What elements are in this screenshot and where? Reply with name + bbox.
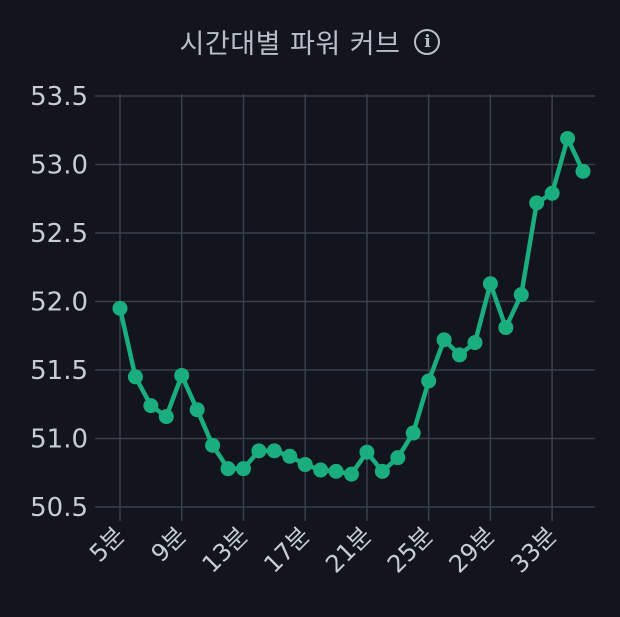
data-point[interactable] bbox=[575, 163, 591, 179]
data-point[interactable] bbox=[158, 409, 174, 425]
data-point[interactable] bbox=[251, 443, 267, 459]
y-tick-label: 50.5 bbox=[30, 493, 88, 523]
y-tick-label: 51.5 bbox=[30, 356, 88, 386]
data-point[interactable] bbox=[328, 463, 344, 479]
data-point[interactable] bbox=[112, 300, 128, 316]
x-tick-label: 9분 bbox=[146, 521, 192, 567]
y-tick-label: 53.0 bbox=[30, 151, 88, 181]
x-tick-label: 21분 bbox=[320, 521, 377, 578]
data-point[interactable] bbox=[220, 461, 236, 477]
data-point[interactable] bbox=[174, 367, 190, 383]
data-point[interactable] bbox=[405, 425, 421, 441]
data-point[interactable] bbox=[513, 287, 529, 303]
data-point[interactable] bbox=[544, 185, 560, 201]
x-tick-label: 25분 bbox=[382, 521, 439, 578]
data-point[interactable] bbox=[529, 195, 545, 211]
data-point[interactable] bbox=[482, 276, 498, 292]
data-point[interactable] bbox=[467, 335, 483, 351]
y-tick-label: 52.5 bbox=[30, 219, 88, 249]
chart-header: 시간대별 파워 커브 i bbox=[0, 22, 620, 61]
x-tick-label: 29분 bbox=[444, 521, 501, 578]
data-point[interactable] bbox=[498, 320, 514, 336]
data-point[interactable] bbox=[436, 332, 452, 348]
series-line bbox=[117, 136, 586, 477]
data-point[interactable] bbox=[189, 402, 205, 418]
y-tick-label: 51.0 bbox=[30, 425, 88, 455]
x-tick-label: 5분 bbox=[84, 521, 130, 567]
data-point[interactable] bbox=[143, 398, 159, 414]
data-point[interactable] bbox=[266, 443, 282, 459]
x-tick-label: 33분 bbox=[505, 521, 562, 578]
data-point[interactable] bbox=[344, 466, 359, 482]
data-point[interactable] bbox=[374, 463, 390, 479]
data-point[interactable] bbox=[127, 369, 143, 385]
data-point[interactable] bbox=[359, 444, 375, 460]
chart-title: 시간대별 파워 커브 bbox=[179, 29, 401, 60]
data-point[interactable] bbox=[390, 450, 406, 466]
y-tick-label: 53.5 bbox=[30, 82, 88, 112]
data-point[interactable] bbox=[205, 437, 221, 453]
data-point[interactable] bbox=[297, 457, 313, 473]
x-tick-label: 13분 bbox=[197, 521, 254, 578]
data-point[interactable] bbox=[452, 347, 468, 363]
x-tick-label: 17분 bbox=[258, 521, 315, 578]
data-point[interactable] bbox=[235, 461, 251, 477]
data-point[interactable] bbox=[282, 448, 298, 464]
data-point[interactable] bbox=[421, 373, 437, 389]
y-tick-label: 52.0 bbox=[30, 288, 88, 318]
data-point[interactable] bbox=[313, 462, 329, 478]
data-point[interactable] bbox=[560, 130, 576, 146]
info-icon[interactable]: i bbox=[414, 28, 441, 55]
